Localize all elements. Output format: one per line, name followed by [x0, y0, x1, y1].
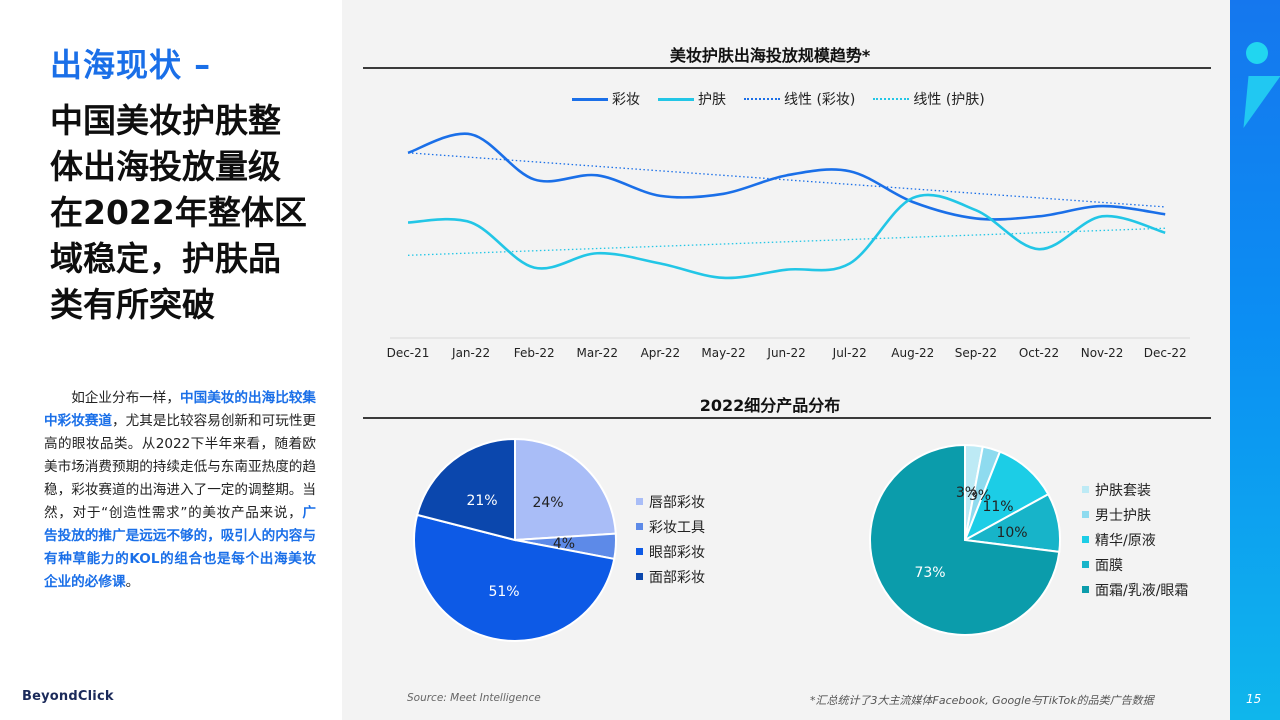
headline: 中国美妆护肤整 体出海投放量级 在2022年整体区 域稳定，护肤品 类有所突破 — [50, 101, 307, 324]
series-line-0 — [407, 132, 1166, 221]
footnote: *汇总统计了3大主流媒体Facebook, Google与TikTok的品类广告… — [810, 694, 1154, 707]
info-icon-stroke — [1227, 76, 1280, 128]
pie-legend-swatch — [1082, 536, 1089, 543]
pie-data-label: 21% — [466, 493, 497, 509]
pie-legend-swatch — [1082, 511, 1089, 518]
accent-strip — [1227, 0, 1280, 720]
x-tick-label: Sep-22 — [955, 346, 997, 360]
pie-legend-label: 面膜 — [1095, 557, 1123, 574]
pie-section-title: 2022细分产品分布 — [699, 396, 841, 415]
pie-data-label: 3% — [956, 485, 978, 501]
pie-legend-swatch — [1082, 561, 1089, 568]
legend-label-makeup-trend: 线性 (彩妆) — [784, 92, 856, 108]
legend-item-makeup-trend: 线性 (彩妆) — [744, 89, 855, 109]
line-chart-legend: 彩妆 护肤 线性 (彩妆) 线性 (护肤) — [572, 89, 1003, 109]
series-line-1 — [407, 193, 1166, 280]
pie-legend-label: 面霜/乳液/眼霜 — [1095, 582, 1189, 599]
pie-legend-swatch — [636, 523, 643, 530]
line-chart-title-rule — [363, 67, 1211, 69]
pie-legend-label: 面部彩妆 — [649, 569, 705, 586]
pie-legend-swatch — [636, 548, 643, 555]
legend-label-makeup: 彩妆 — [612, 92, 640, 108]
legend-swatch-skincare-trend — [873, 98, 910, 100]
pie-legend-item: 眼部彩妆 — [636, 539, 705, 564]
pie-legend-item: 彩妆工具 — [636, 514, 705, 539]
info-icon-dot — [1246, 42, 1268, 64]
pie-legend-label: 精华/原液 — [1095, 532, 1156, 549]
x-tick-label: Apr-22 — [641, 346, 681, 360]
body-highlight-2: 广告投放的推广是远远不够的，吸引人的内容与有种草能力的KOL的组合也是每个出海美… — [44, 505, 316, 590]
section-title: 出海现状 – — [50, 46, 212, 84]
x-tick-label: Dec-21 — [387, 346, 430, 360]
pie-data-label: 11% — [982, 499, 1013, 515]
pie-section-title-rule — [363, 417, 1211, 419]
pie-data-label: 73% — [914, 565, 945, 581]
pie-legend-swatch — [636, 498, 643, 505]
pie-legend-label: 护肤套装 — [1095, 482, 1151, 499]
pie-data-label: 24% — [532, 495, 563, 511]
body-text-2: ，尤其是比较容易创新和可玩性更高的眼妆品类。从2022下半年来看，随着欧美市场消… — [44, 413, 317, 521]
skincare-pie-chart: 3%3%11% 10% 73% — [869, 443, 1061, 636]
pie-legend-item: 男士护肤 — [1082, 502, 1188, 527]
pie-legend-swatch — [1082, 586, 1089, 593]
pie-legend-item: 面部彩妆 — [636, 564, 705, 589]
legend-item-makeup: 彩妆 — [572, 89, 640, 109]
pie-legend-item: 唇部彩妆 — [636, 489, 705, 514]
legend-swatch-makeup — [572, 97, 608, 101]
makeup-pie-legend: 唇部彩妆彩妆工具眼部彩妆面部彩妆 — [636, 489, 705, 589]
x-tick-label: Jul-22 — [832, 346, 867, 360]
x-tick-label: Feb-22 — [514, 346, 555, 360]
line-chart: Dec-21 Jan-22 Feb-22 Mar-22 Apr-22 May-22 Jun-… — [387, 132, 1190, 360]
x-tick-label: May-22 — [701, 346, 745, 360]
series-line-3 — [407, 227, 1166, 256]
series-line-2 — [407, 152, 1166, 208]
body-text-3: 。 — [125, 574, 140, 590]
legend-item-skincare-trend: 线性 (护肤) — [873, 89, 985, 109]
pie-legend-label: 眼部彩妆 — [649, 544, 705, 561]
pie-legend-label: 男士护肤 — [1095, 507, 1151, 524]
x-tick-label: Dec-22 — [1144, 346, 1187, 360]
pie-slice — [963, 450, 1050, 543]
x-tick-label: Mar-22 — [577, 346, 618, 360]
x-tick-label: Oct-22 — [1019, 346, 1059, 360]
pie-legend-swatch — [1082, 486, 1089, 493]
line-chart-title: 美妆护肤出海投放规模趋势* — [669, 46, 871, 65]
pie-data-label: 10% — [996, 525, 1027, 541]
skincare-pie-legend: 护肤套装男士护肤精华/原液面膜面霜/乳液/眼霜 — [1082, 477, 1188, 602]
pie-data-label: 3% — [969, 488, 991, 504]
x-tick-label: Jan-22 — [451, 346, 490, 360]
pie-slice — [413, 513, 616, 642]
pie-legend-item: 精华/原液 — [1082, 527, 1188, 552]
source-note: Source: Meet Intelligence — [407, 692, 541, 704]
legend-label-skincare-trend: 线性 (护肤) — [913, 92, 985, 108]
pie-data-label: 4% — [553, 536, 575, 552]
pie-slice — [869, 443, 1061, 636]
pie-slice — [415, 437, 516, 542]
x-tick-label: Jun-22 — [766, 346, 805, 360]
body-highlight-1: 中国美妆的出海比较集中彩妆赛道 — [44, 390, 317, 429]
body-text-1: 如企业分布一样， — [71, 390, 180, 406]
x-tick-label: Nov-22 — [1081, 346, 1124, 360]
legend-swatch-skincare — [658, 97, 694, 101]
pie-slice — [514, 437, 617, 542]
pie-legend-label: 唇部彩妆 — [649, 494, 705, 511]
makeup-pie-chart: 24% 4% 51% 21% — [413, 437, 617, 642]
x-tick-label: Aug-22 — [891, 346, 934, 360]
pie-legend-item: 面霜/乳液/眼霜 — [1082, 577, 1188, 602]
pie-legend-swatch — [636, 573, 643, 580]
left-text-panel: 出海现状 – 中国美妆护肤整 体出海投放量级 在2022年整体区 域稳定，护肤品… — [0, 0, 342, 720]
legend-item-skincare: 护肤 — [658, 89, 726, 109]
pie-legend-item: 护肤套装 — [1082, 477, 1188, 502]
legend-swatch-makeup-trend — [744, 98, 780, 100]
page-number: 15 — [1246, 692, 1262, 706]
pie-legend-label: 彩妆工具 — [649, 519, 705, 536]
body-paragraph: 如企业分布一样，中国美妆的出海比较集中彩妆赛道，尤其是比较容易创新和可玩性更高的… — [44, 387, 316, 594]
brand-logo: BeyondClick — [22, 689, 114, 704]
pie-data-label: 51% — [488, 584, 519, 600]
pie-legend-item: 面膜 — [1082, 552, 1188, 577]
legend-label-skincare: 护肤 — [698, 92, 726, 108]
